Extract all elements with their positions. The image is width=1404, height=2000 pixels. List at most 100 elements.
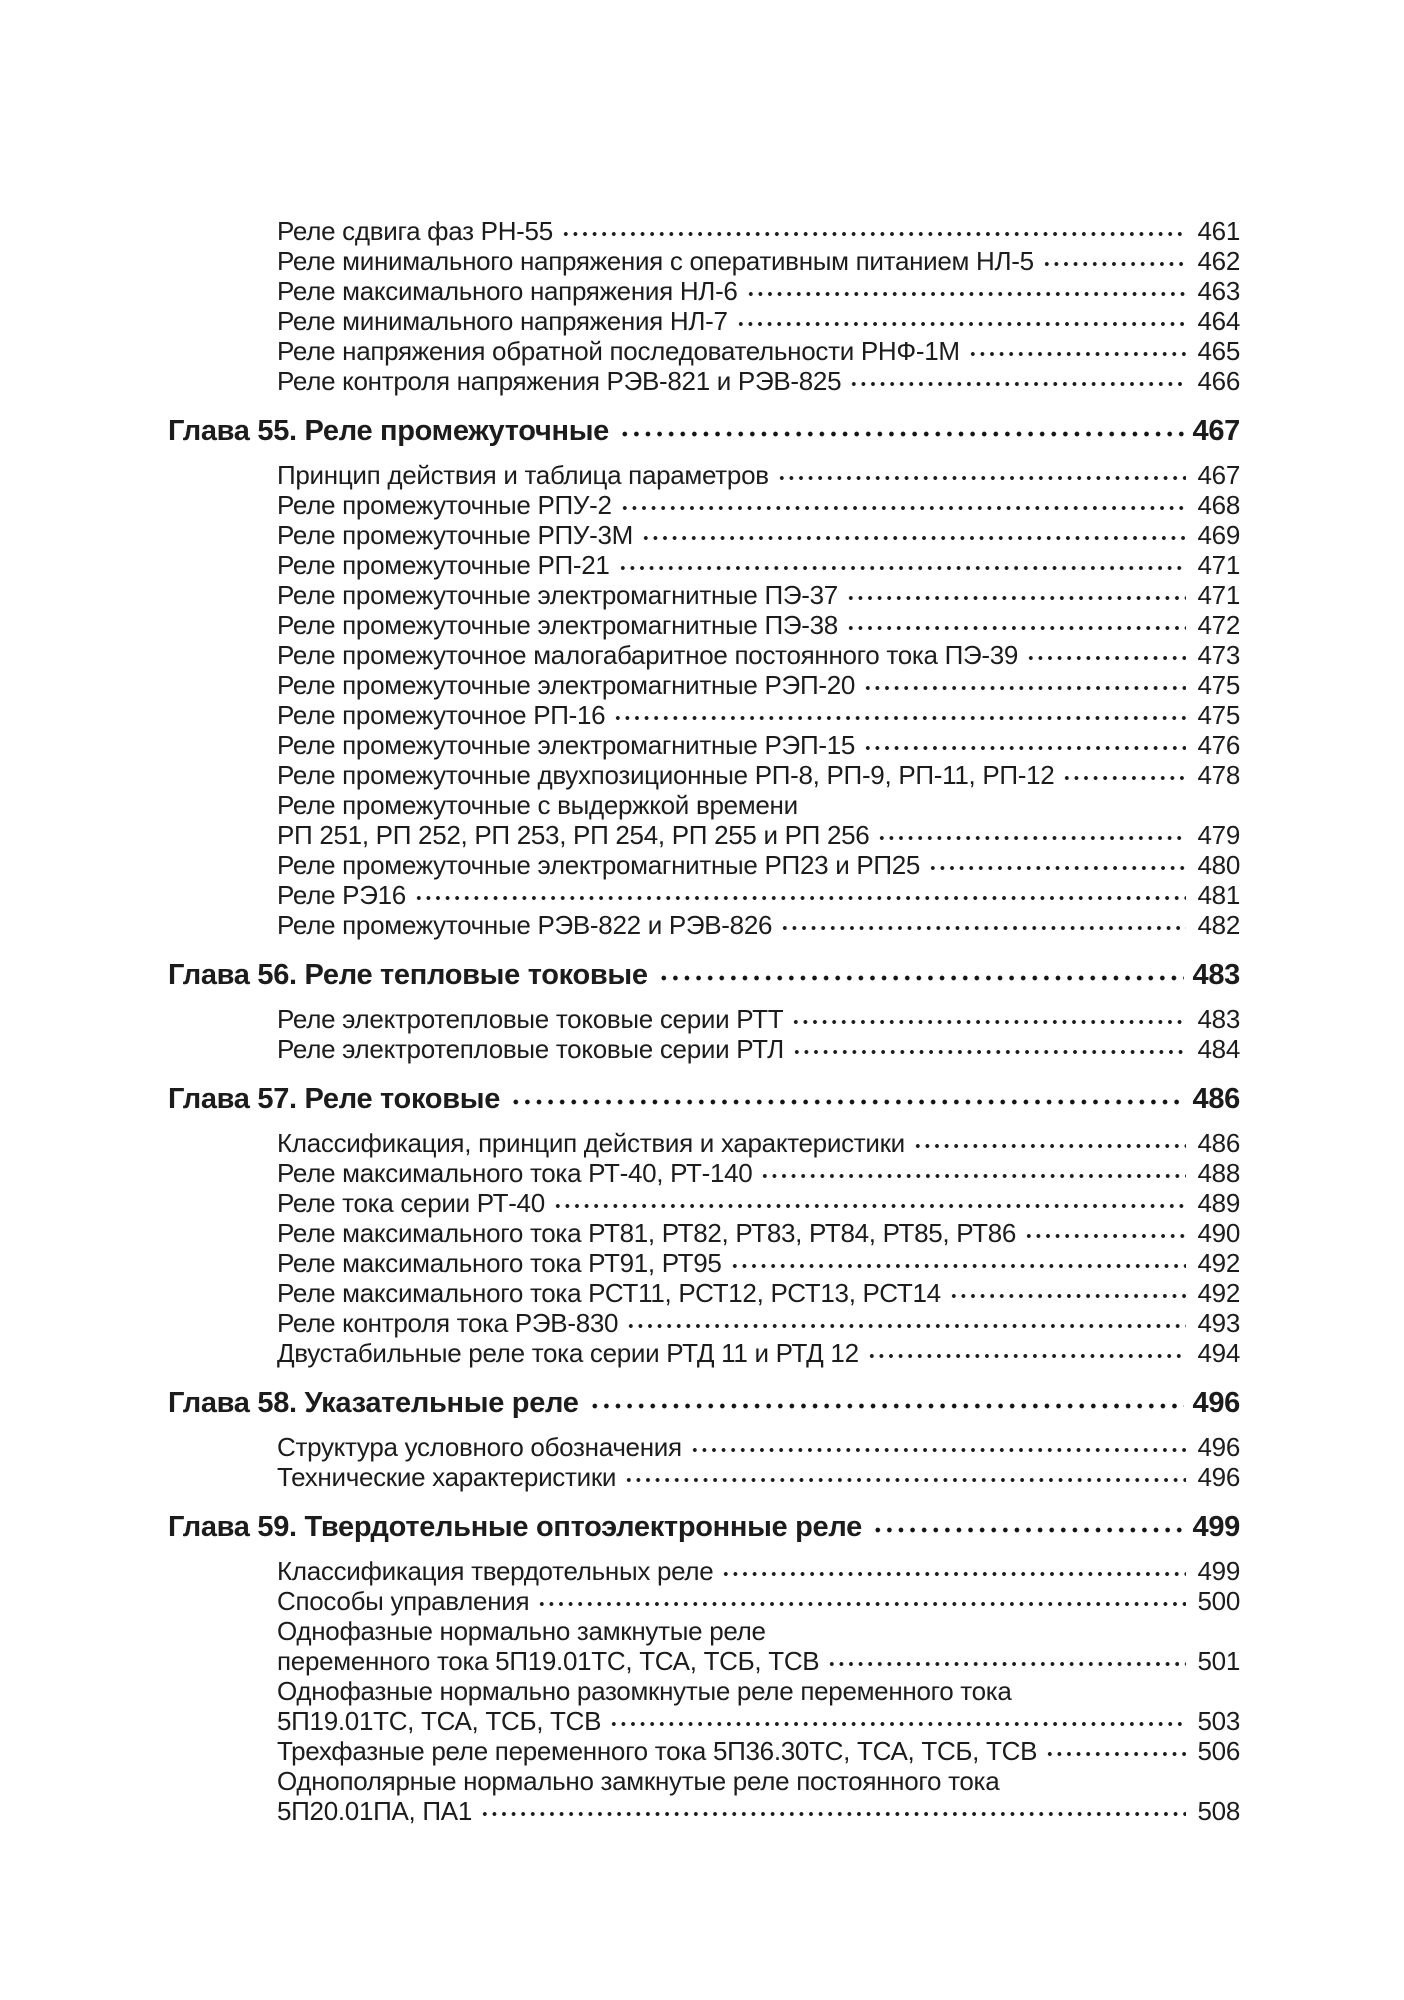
table-of-contents: Реле сдвига фаз РН-55 461 Реле минимальног…	[168, 216, 1240, 1826]
entry-title: Реле промежуточные двухпозиционные РП-8,…	[277, 760, 1055, 790]
toc-entry-row: Реле промежуточные электромагнитные РП23…	[168, 850, 1240, 880]
entry-title: Реле максимального тока РТ-40, РТ-140	[277, 1158, 753, 1188]
page-number: 461	[1197, 216, 1241, 246]
dot-leader	[791, 1004, 1186, 1034]
dot-leader	[609, 1706, 1186, 1736]
entry-title: Реле РЭ16	[277, 880, 406, 910]
page-number: 508	[1197, 1796, 1241, 1826]
entry-title: Реле промежуточные РП-21	[277, 550, 610, 580]
toc-entry-row: Реле промежуточные с выдержкой времени	[168, 790, 1240, 820]
entry-title: Реле промежуточные электромагнитные ПЭ-3…	[277, 610, 838, 640]
chapter-row: Глава 59. Твердотельные оптоэлектронные …	[168, 1510, 1240, 1544]
toc-entry-row: Реле максимального напряжения НЛ-6 463	[168, 276, 1240, 306]
toc-entry-row: переменного тока 5П19.01ТС, ТСА, ТСБ, ТС…	[168, 1646, 1240, 1676]
dot-leader	[849, 366, 1186, 396]
dot-leader	[479, 1796, 1186, 1826]
page-number: 496	[1197, 1462, 1241, 1492]
page-number: 482	[1197, 910, 1241, 940]
entry-title: Реле промежуточные с выдержкой времени	[277, 790, 798, 820]
toc-entry-row: Реле сдвига фаз РН-55 461	[168, 216, 1240, 246]
chapter-title: Глава 58. Указательные реле	[168, 1387, 579, 1419]
toc-entry-row: 5П19.01ТС, ТСА, ТСБ, ТСВ 503	[168, 1706, 1240, 1736]
entry-title: Реле максимального тока РСТ11, РСТ12, РС…	[277, 1278, 941, 1308]
chapter-page-number: 486	[1192, 1083, 1241, 1115]
toc-entry-row: Реле промежуточные РП-21 471	[168, 550, 1240, 580]
page-number: 471	[1197, 580, 1241, 610]
toc-entry-row: Способы управления 500	[168, 1586, 1240, 1616]
entry-title: Реле промежуточные электромагнитные ПЭ-3…	[277, 580, 838, 610]
page-number: 463	[1197, 276, 1241, 306]
page-number: 475	[1197, 670, 1241, 700]
page-number: 496	[1197, 1432, 1241, 1462]
toc-entry-row: Реле минимального напряжения НЛ-7 464	[168, 306, 1240, 336]
page-number: 468	[1197, 490, 1241, 520]
entry-title: Реле контроля тока РЭВ-830	[277, 1308, 619, 1338]
dot-leader	[613, 700, 1186, 730]
page-number: 481	[1197, 880, 1241, 910]
dot-leader	[1024, 1218, 1186, 1248]
dot-leader	[735, 306, 1186, 336]
entry-title: Реле промежуточное малогабаритное постоя…	[277, 640, 1019, 670]
toc-entry-row: Реле максимального тока РТ-40, РТ-140 488	[168, 1158, 1240, 1188]
toc-entry-row: Реле электротепловые токовые серии РТТ 48…	[168, 1004, 1240, 1034]
dot-leader	[626, 1308, 1186, 1338]
page-number: 475	[1197, 700, 1241, 730]
toc-entry-row: РП 251, РП 252, РП 253, РП 254, РП 255 и…	[168, 820, 1240, 850]
page-number: 484	[1197, 1034, 1241, 1064]
page-number: 472	[1197, 610, 1241, 640]
toc-entry-row: Реле РЭ16 481	[168, 880, 1240, 910]
dot-leader	[912, 1128, 1186, 1158]
dot-leader	[624, 1462, 1186, 1492]
entry-title: Реле промежуточные электромагнитные РП23…	[277, 850, 921, 880]
page-number: 486	[1197, 1128, 1241, 1158]
toc-entry-row: Однополярные нормально замкнутые реле по…	[168, 1766, 1240, 1796]
entry-title: Однофазные нормально разомкнутые реле пе…	[277, 1676, 1012, 1706]
toc-entry-row: Реле минимального напряжения с оперативн…	[168, 246, 1240, 276]
page-number: 503	[1197, 1706, 1241, 1736]
chapter-row: Глава 55. Реле промежуточные 467	[168, 414, 1240, 448]
toc-entry-row: Реле промежуточное РП-16 475	[168, 700, 1240, 730]
entry-title: Двустабильные реле тока серии РТД 11 и Р…	[277, 1338, 859, 1368]
page-number: 492	[1197, 1278, 1241, 1308]
dot-leader	[617, 550, 1186, 580]
page-number: 489	[1197, 1188, 1241, 1218]
dot-leader	[871, 1510, 1184, 1544]
entry-title: 5П19.01ТС, ТСА, ТСБ, ТСВ	[277, 1706, 602, 1736]
chapter-row: Глава 57. Реле токовые 486	[168, 1082, 1240, 1116]
toc-entry-row: Принцип действия и таблица параметров 467	[168, 460, 1240, 490]
entry-title: Реле промежуточные РПУ-2	[277, 490, 612, 520]
dot-leader	[619, 414, 1184, 448]
page-number: 478	[1197, 760, 1241, 790]
page-number: 493	[1197, 1308, 1241, 1338]
dot-leader	[1041, 246, 1186, 276]
page-number: 471	[1197, 550, 1241, 580]
dot-leader	[588, 1386, 1184, 1420]
toc-entry-row: Структура условного обозначения 496	[168, 1432, 1240, 1462]
entry-title: Реле электротепловые токовые серии РТТ	[277, 1004, 784, 1034]
dot-leader	[967, 336, 1186, 366]
entry-title: Трехфазные реле переменного тока 5П36.30…	[277, 1736, 1038, 1766]
toc-entry-row: Реле напряжения обратной последовательно…	[168, 336, 1240, 366]
toc-entry-row: Реле промежуточные РЭВ-822 и РЭВ-826 482	[168, 910, 1240, 940]
entry-title: Реле промежуточные электромагнитные РЭП-…	[277, 670, 856, 700]
chapter-page-number: 496	[1192, 1387, 1241, 1419]
dot-leader	[640, 520, 1186, 550]
toc-entry-row: Трехфазные реле переменного тока 5П36.30…	[168, 1736, 1240, 1766]
chapter-page-number: 499	[1192, 1511, 1241, 1543]
toc-entry-row: Однофазные нормально разомкнутые реле пе…	[168, 1676, 1240, 1706]
dot-leader	[721, 1556, 1186, 1586]
dot-leader	[657, 958, 1184, 992]
toc-entry-row: Реле максимального тока РТ91, РТ95 492	[168, 1248, 1240, 1278]
entry-title: Реле минимального напряжения с оперативн…	[277, 246, 1034, 276]
dot-leader	[1045, 1736, 1186, 1766]
page-number: 488	[1197, 1158, 1241, 1188]
toc-entry-row: Реле промежуточные двухпозиционные РП-8,…	[168, 760, 1240, 790]
entry-title: Реле контроля напряжения РЭВ-821 и РЭВ-8…	[277, 366, 842, 396]
dot-leader	[845, 610, 1186, 640]
dot-leader	[413, 880, 1186, 910]
entry-title: Реле тока серии РТ-40	[277, 1188, 545, 1218]
toc-entry-row: Технические характеристики 496	[168, 1462, 1240, 1492]
dot-leader	[877, 820, 1186, 850]
page-number: 473	[1197, 640, 1241, 670]
dot-leader	[1062, 760, 1186, 790]
